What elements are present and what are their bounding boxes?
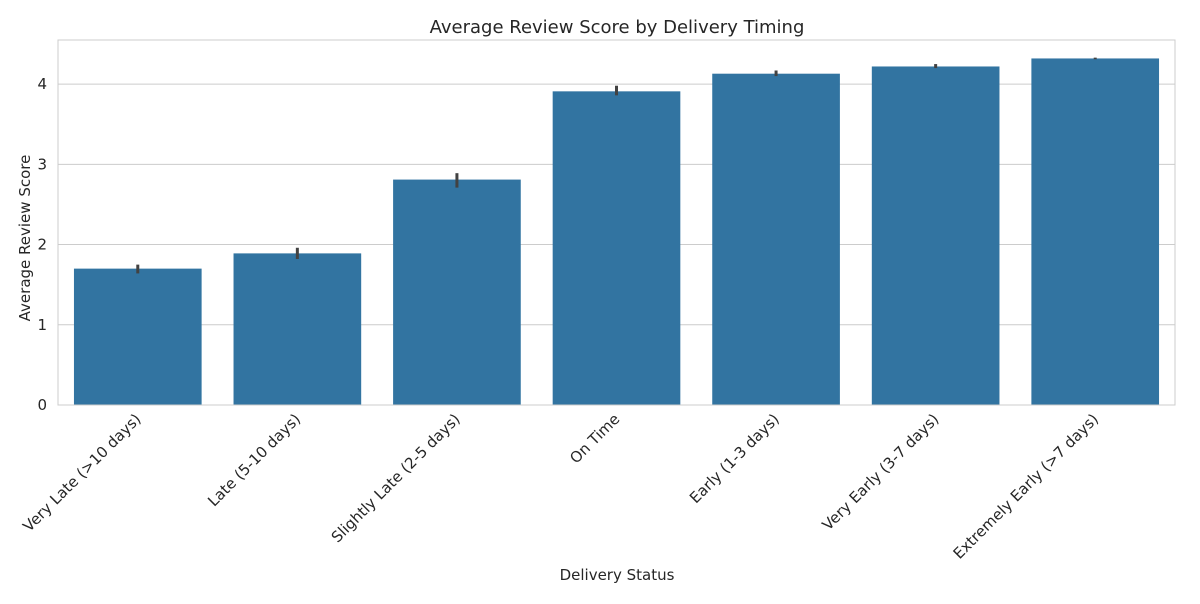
x-tick-label: Slightly Late (2-5 days)	[328, 410, 464, 546]
y-axis-label: Average Review Score	[16, 155, 34, 322]
y-tick-label: 1	[37, 316, 47, 334]
bar	[73, 268, 202, 405]
chart-title: Average Review Score by Delivery Timing	[430, 17, 805, 38]
x-tick-labels: Very Late (>10 days) Late (5-10 days) Slig…	[19, 410, 1102, 562]
x-axis-label: Delivery Status	[560, 566, 675, 584]
bar	[233, 253, 362, 405]
bar	[552, 91, 681, 405]
x-tick-label: Extremely Early (>7 days)	[950, 410, 1102, 562]
y-tick-label: 3	[37, 155, 47, 173]
x-tick-label: Very Early (3-7 days)	[819, 410, 943, 534]
y-tick-label: 2	[37, 236, 47, 254]
x-tick-label: On Time	[566, 410, 623, 467]
y-tick-label: 4	[37, 75, 47, 93]
x-tick-label: Early (1-3 days)	[686, 410, 783, 507]
y-tick-labels: 0 1 2 3 4	[37, 75, 47, 414]
bar-layer	[73, 58, 1160, 405]
y-tick-label: 0	[37, 396, 47, 414]
x-tick-label: Late (5-10 days)	[204, 410, 304, 510]
bar	[712, 73, 840, 405]
bar	[393, 179, 521, 405]
plot-frame	[57, 39, 1176, 406]
bar	[1031, 58, 1160, 405]
x-tick-label: Very Late (>10 days)	[19, 410, 144, 535]
bar	[871, 66, 1000, 405]
error-bar-layer	[136, 57, 1097, 274]
